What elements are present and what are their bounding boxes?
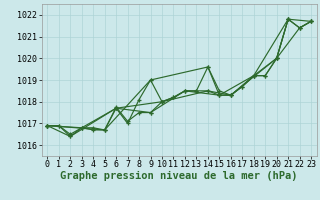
X-axis label: Graphe pression niveau de la mer (hPa): Graphe pression niveau de la mer (hPa) [60, 171, 298, 181]
